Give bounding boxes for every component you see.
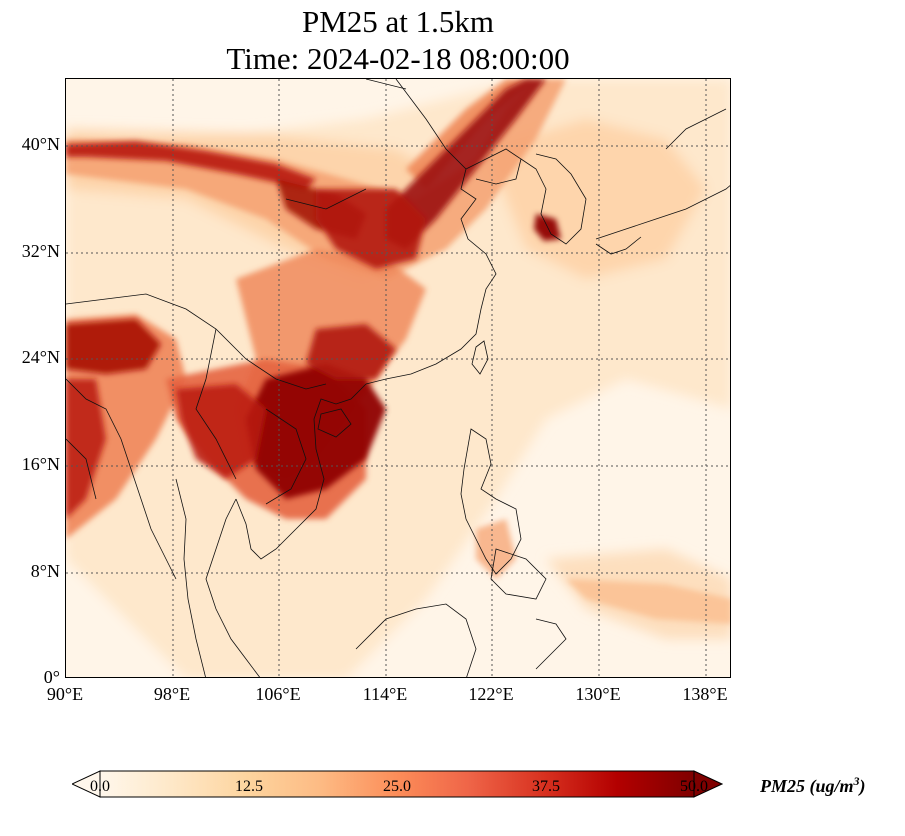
colorbar-tick-0: 0.0	[90, 778, 110, 795]
lon-tick-114e: 114°E	[362, 684, 408, 704]
lon-tick-90e: 90°E	[46, 684, 84, 704]
lon-tick-138e: 138°E	[682, 684, 728, 704]
lat-tick-16n: 16°N	[21, 454, 60, 474]
map-gridlines	[66, 79, 730, 677]
colorbar-tick-12-5: 12.5	[235, 778, 263, 795]
colorbar-tick-50: 50.0	[680, 778, 708, 795]
lat-tick-24n: 24°N	[21, 347, 60, 367]
colorbar-label-end: )	[859, 776, 866, 796]
lon-tick-98e: 98°E	[153, 684, 191, 704]
lon-tick-122e: 122°E	[468, 684, 514, 704]
colorbar-label-main: PM25 (ug/m	[760, 776, 854, 796]
colorbar	[70, 770, 724, 798]
pm25-high-plumes	[66, 79, 561, 519]
lat-tick-0: 0°	[43, 667, 60, 687]
colorbar-max-extend	[693, 770, 724, 798]
map-title: PM25 at 1.5km	[301, 4, 495, 39]
pm25-map	[65, 78, 731, 678]
colorbar-tick-25: 25.0	[383, 778, 411, 795]
lat-tick-40n: 40°N	[21, 134, 60, 154]
colorbar-tick-37-5: 37.5	[532, 778, 560, 795]
map-timestamp: Time: 2024-02-18 08:00:00	[226, 41, 570, 76]
colorbar-label-sup: 3	[853, 774, 860, 788]
colorbar-gradient	[99, 770, 695, 798]
coastlines	[66, 79, 730, 677]
lon-tick-130e: 130°E	[575, 684, 621, 704]
lat-tick-32n: 32°N	[21, 241, 60, 261]
colorbar-label: PM25 (ug/m3)	[760, 774, 866, 797]
lon-tick-106e: 106°E	[255, 684, 301, 704]
lat-tick-8n: 8°N	[30, 561, 60, 581]
pm25-field	[66, 79, 730, 677]
